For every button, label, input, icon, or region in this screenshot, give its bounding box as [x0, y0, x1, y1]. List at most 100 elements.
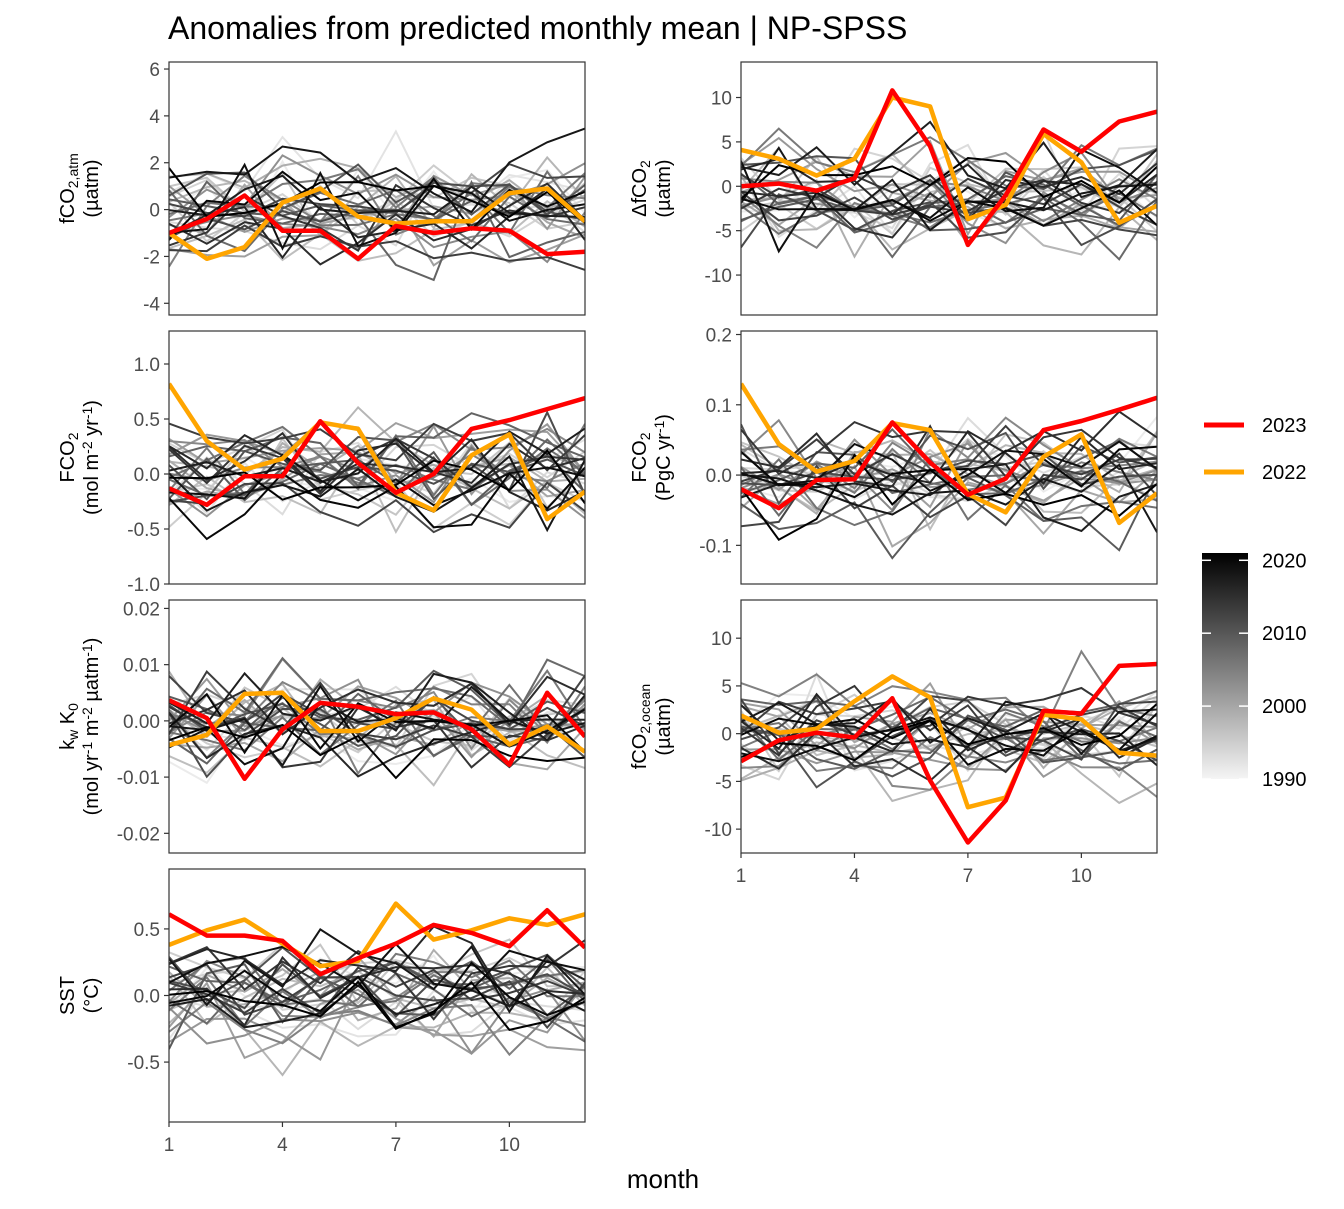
background-year-line	[169, 938, 585, 1012]
y-tick-label: 0	[721, 725, 732, 746]
y-tick-label: -0.01	[117, 768, 160, 789]
background-year-line	[741, 440, 1157, 493]
y-tick-label: 0.2	[706, 326, 732, 347]
background-year-line	[169, 963, 585, 1030]
background-years	[741, 649, 1157, 805]
x-tick-label: 4	[849, 866, 860, 887]
panel-fco2atm: -4 -2 0 2 4 6 fCO2,atm (µatm)	[57, 60, 586, 316]
y-tick-label: -5	[715, 222, 732, 243]
background-year-line	[169, 928, 585, 1014]
y-tick-label: -10	[705, 266, 732, 287]
y-tick-label: -10	[705, 820, 732, 841]
series-2022-line	[169, 382, 585, 522]
y-axis-label-line: (µatm)	[653, 159, 675, 217]
panel-fco2flux_total: -0.1 0.0 0.1 0.2 FCO2 (PgC yr-1)	[629, 326, 1158, 585]
background-year-line	[169, 671, 585, 742]
background-year-line	[741, 146, 1157, 232]
x-tick-label: 10	[1071, 866, 1092, 887]
background-year-line	[169, 443, 585, 519]
background-year-line	[741, 120, 1157, 199]
background-year-line	[741, 712, 1157, 766]
legend-label-2023: 2023	[1262, 415, 1307, 437]
y-tick-label: 0.0	[134, 465, 160, 486]
series-2023-line	[741, 88, 1157, 248]
series-2023-line	[169, 908, 585, 977]
colorbar-tick-label: 2000	[1262, 696, 1307, 718]
background-year-line	[169, 942, 585, 991]
panel-dfco2: -10 -5 0 5 10 ΔfCO2 (µatm)	[629, 61, 1158, 316]
y-tick-label: 0	[721, 177, 732, 198]
y-tick-label: -2	[143, 247, 160, 268]
y-tick-label: -5	[715, 772, 732, 793]
background-years	[169, 656, 585, 787]
series-2023-line	[169, 690, 585, 782]
background-year-line	[741, 684, 1157, 757]
x-tick-label: 1	[164, 1135, 175, 1156]
panel-fco2flux_area: -1.0 -0.5 0.0 0.5 1.0 FCO2(mol m-2 yr-1)	[57, 330, 586, 596]
series-2023-line	[169, 395, 585, 508]
background-year-line	[169, 685, 585, 768]
y-tick-label: -0.02	[117, 824, 160, 845]
colorbar-ticks: 2020 2010 2000 1990	[1202, 550, 1307, 791]
background-years	[169, 925, 585, 1077]
y-axis-label-line: (µatm)	[81, 159, 103, 217]
y-axis-label: FCO2 (PgC yr-1)	[629, 414, 675, 501]
background-year-line	[741, 420, 1157, 478]
y-tick-label: 0.5	[134, 920, 160, 941]
y-tick-label: 0.1	[706, 396, 732, 417]
y-axis-label: SST (°C)	[57, 976, 103, 1015]
background-years	[741, 410, 1157, 560]
y-tick-label: -0.5	[127, 520, 160, 541]
background-year-line	[169, 980, 585, 1032]
y-axis-label-line: fCO2,atm	[57, 153, 81, 224]
panel-fco2ocean: -10 -5 0 5 10 1 4 7 10 fCO2,ocean (µatm)	[629, 599, 1158, 887]
background-year-line	[169, 1001, 585, 1057]
panel-frame	[740, 330, 1158, 585]
y-tick-label: 0.5	[134, 410, 160, 431]
background-year-line	[169, 961, 585, 1029]
y-tick-label: 5	[721, 677, 732, 698]
chart-title: Anomalies from predicted monthly mean | …	[168, 10, 907, 46]
y-axis-label-line: FCO2	[629, 432, 653, 482]
y-axis-label-line: (°C)	[81, 978, 103, 1014]
background-year-line	[741, 151, 1157, 213]
series-2023-line	[169, 193, 585, 262]
background-year-line	[741, 193, 1157, 248]
panel-frame	[740, 599, 1158, 854]
y-axis-label: ΔfCO2 (µatm)	[629, 159, 675, 217]
y-axis-label: kw K0(mol yr-1 m-2 µatm-1)	[57, 638, 103, 816]
background-year-line	[169, 453, 585, 507]
colorbar-tick-label: 2020	[1262, 550, 1307, 572]
y-axis-label-line: kw K0	[57, 703, 81, 750]
background-year-line	[169, 162, 585, 251]
background-year-line	[169, 454, 585, 533]
background-year-line	[169, 466, 585, 541]
x-tick-label: 1	[736, 866, 747, 887]
legend-label-2022: 2022	[1262, 462, 1307, 484]
y-tick-label: 0.02	[123, 599, 160, 620]
y-tick-label: -1.0	[127, 575, 160, 596]
y-tick-label: 0.00	[123, 712, 160, 733]
background-year-line	[741, 450, 1157, 532]
background-year-line	[741, 162, 1157, 239]
background-year-line	[741, 649, 1157, 733]
colorbar-tick-label: 1990	[1262, 769, 1307, 791]
legend: 2023 2022 2020 2010 2000 1990	[1202, 415, 1307, 791]
background-year-line	[741, 695, 1157, 761]
colorbar	[1202, 553, 1248, 779]
y-axis-label-line: FCO2	[57, 432, 81, 482]
y-tick-label: -4	[143, 294, 160, 315]
background-year-line	[741, 725, 1157, 798]
y-axis-label-line: (PgC yr-1)	[651, 414, 675, 501]
y-axis-label-line: SST	[57, 976, 79, 1015]
x-axis-label: month	[627, 1164, 699, 1194]
y-axis-label-line: (mol yr-1 m-2 µatm-1)	[79, 638, 103, 816]
panel-frame	[168, 61, 586, 316]
background-year-line	[169, 966, 585, 1015]
background-year-line	[169, 182, 585, 266]
background-year-line	[169, 955, 585, 1027]
x-tick-label: 7	[963, 866, 974, 887]
background-year-line	[169, 449, 585, 504]
